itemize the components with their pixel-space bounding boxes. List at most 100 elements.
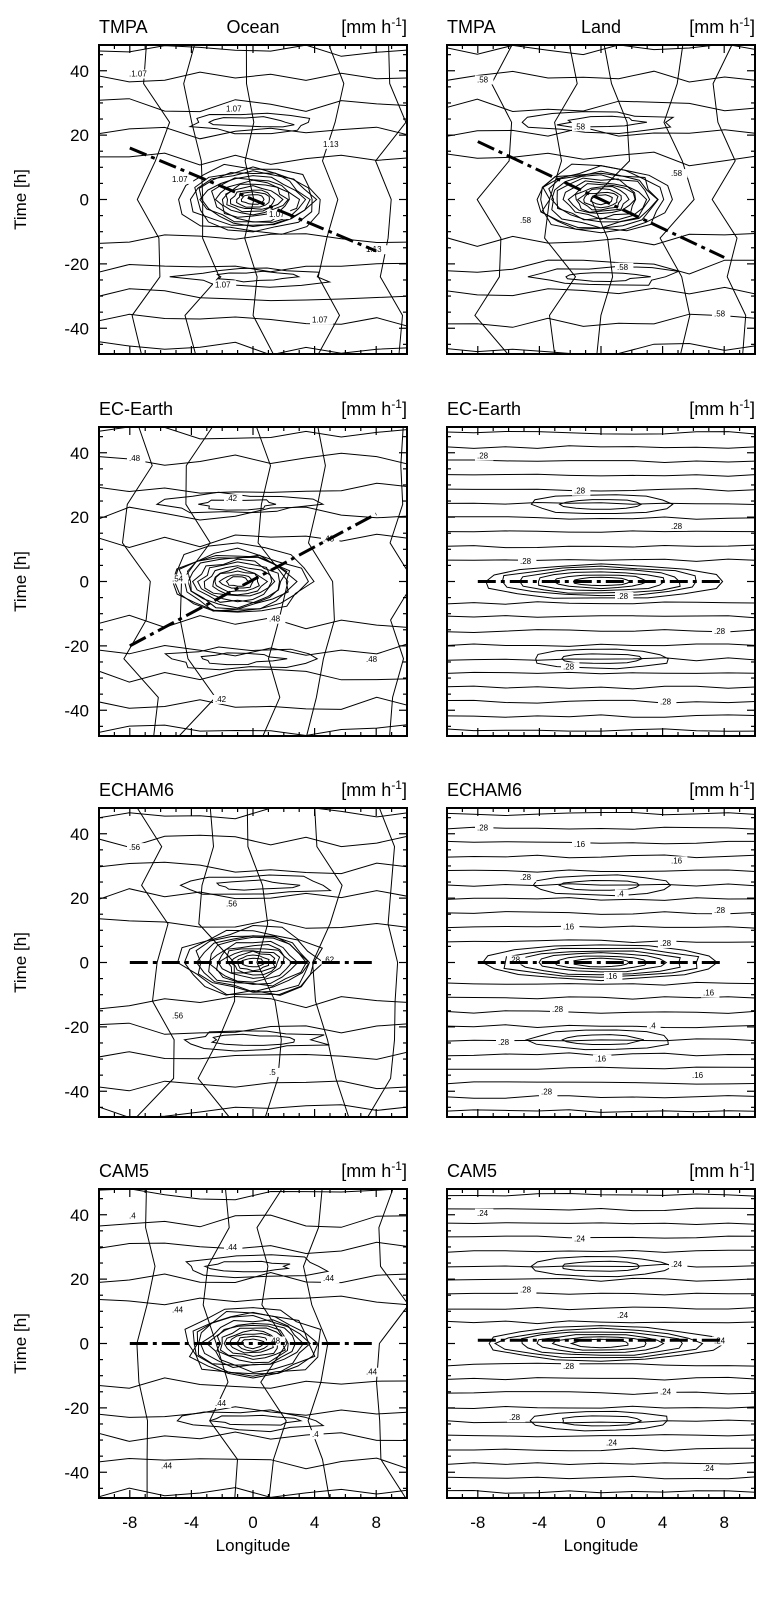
contour-line xyxy=(474,45,513,354)
contour-label-bg xyxy=(267,1336,286,1346)
contour-line xyxy=(256,427,289,736)
contour-label-bg xyxy=(669,1259,688,1269)
contour-label-bg xyxy=(561,662,580,672)
contour-ring xyxy=(561,653,643,664)
contour-ring xyxy=(527,265,681,286)
contour-ring xyxy=(218,574,254,589)
contour-label: .28 xyxy=(498,1038,510,1047)
y-tick-label: 20 xyxy=(70,889,89,908)
units-bracket: ] xyxy=(402,780,407,800)
contour-label: .44 xyxy=(366,1368,378,1377)
panel-title: CAM5 xyxy=(99,1161,149,1181)
contour-line xyxy=(447,840,755,845)
contour-line xyxy=(99,918,407,929)
contour-ring xyxy=(558,499,643,510)
contour-label: .44 xyxy=(226,1243,238,1252)
contour-line xyxy=(447,1362,755,1367)
contour-label-bg xyxy=(170,174,194,184)
contour-line xyxy=(447,445,755,449)
contour-line xyxy=(447,629,755,634)
units-text: [mm h xyxy=(341,399,391,419)
contour-label-bg xyxy=(170,1305,189,1315)
contour-line xyxy=(447,1263,755,1268)
contour-ring xyxy=(576,188,622,211)
contour-ring xyxy=(183,1030,330,1052)
units-label: [mm h-1] xyxy=(341,778,407,800)
contour-line xyxy=(99,1022,407,1035)
contour-label-bg xyxy=(170,1011,189,1021)
contour-label: .16 xyxy=(563,922,575,931)
contour-label-bg xyxy=(712,905,731,915)
contour-line xyxy=(447,897,755,901)
contour-line xyxy=(447,488,755,492)
contour-line xyxy=(99,668,407,683)
units-bracket: ] xyxy=(402,1161,407,1181)
contour-label: .16 xyxy=(606,972,618,981)
contour-line xyxy=(99,98,407,113)
contour-line xyxy=(99,614,407,630)
contour-line xyxy=(99,533,407,549)
contour-label-bg xyxy=(658,697,677,707)
contour-ring xyxy=(188,112,311,135)
units-label: [mm h-1] xyxy=(689,397,755,419)
units-label: [mm h-1] xyxy=(341,1159,407,1181)
contour-label-bg xyxy=(690,1071,709,1081)
y-tick-label: -20 xyxy=(64,255,89,274)
contour-line xyxy=(99,1457,407,1470)
panel-title: ECHAM6 xyxy=(447,780,522,800)
contour-label: .58 xyxy=(714,310,726,319)
contour-label-bg xyxy=(127,454,146,464)
propagation-line xyxy=(477,140,725,259)
contour-ring xyxy=(200,652,288,666)
contour-line xyxy=(121,427,159,736)
y-tick-label: 20 xyxy=(70,1270,89,1289)
y-tick-label: 40 xyxy=(70,825,89,844)
panel-region-label: Ocean xyxy=(226,17,279,37)
contour-label-bg xyxy=(561,922,580,932)
contour-line xyxy=(447,1447,755,1452)
contour-line xyxy=(131,45,171,354)
contour-ring xyxy=(532,874,672,897)
contour-label: .24 xyxy=(574,1234,586,1243)
x-tick-label: 0 xyxy=(248,1513,257,1532)
units-label: [mm h-1] xyxy=(689,15,755,37)
contour-ring xyxy=(229,189,276,210)
contour-line xyxy=(659,45,695,354)
panel-title: CAM5 xyxy=(447,1161,497,1181)
contour-line xyxy=(447,883,755,887)
contour-line xyxy=(447,671,755,675)
contour-label: .56 xyxy=(129,843,141,852)
contour-label: .28 xyxy=(563,1362,575,1371)
contour-line xyxy=(447,1405,755,1410)
contour-line xyxy=(447,151,755,167)
contour-line xyxy=(447,1066,755,1070)
contour-label: .56 xyxy=(172,1012,184,1021)
contour-label-bg xyxy=(475,75,494,85)
contour-line xyxy=(447,826,755,830)
contour-line xyxy=(447,1235,755,1239)
contour-line xyxy=(99,1271,407,1284)
contour-label-bg xyxy=(475,823,494,833)
contour-label: .16 xyxy=(703,989,715,998)
contour-label: .28 xyxy=(520,557,532,566)
contour-label: .44 xyxy=(161,1461,173,1470)
contour-line xyxy=(99,995,407,1010)
propagation-line xyxy=(129,512,377,648)
contour-ring xyxy=(488,1325,726,1362)
contour-label-bg xyxy=(364,1367,383,1377)
contour-label: .58 xyxy=(574,122,586,131)
contour-line xyxy=(447,70,755,83)
contour-ring xyxy=(565,272,651,283)
contour-line xyxy=(99,1051,407,1060)
contour-group: .58 .58 .58 .58 .58 .58 xyxy=(447,45,755,354)
contour-label-bg xyxy=(539,1087,558,1097)
contour-label: .28 xyxy=(520,873,532,882)
contour-ring xyxy=(179,874,333,895)
panel-title: TMPA xyxy=(99,17,148,37)
contour-ring xyxy=(556,177,648,221)
contour-ring xyxy=(183,929,325,996)
contour-line xyxy=(447,1249,755,1253)
contour-label-bg xyxy=(604,1438,623,1448)
units-text: [mm h xyxy=(341,17,391,37)
